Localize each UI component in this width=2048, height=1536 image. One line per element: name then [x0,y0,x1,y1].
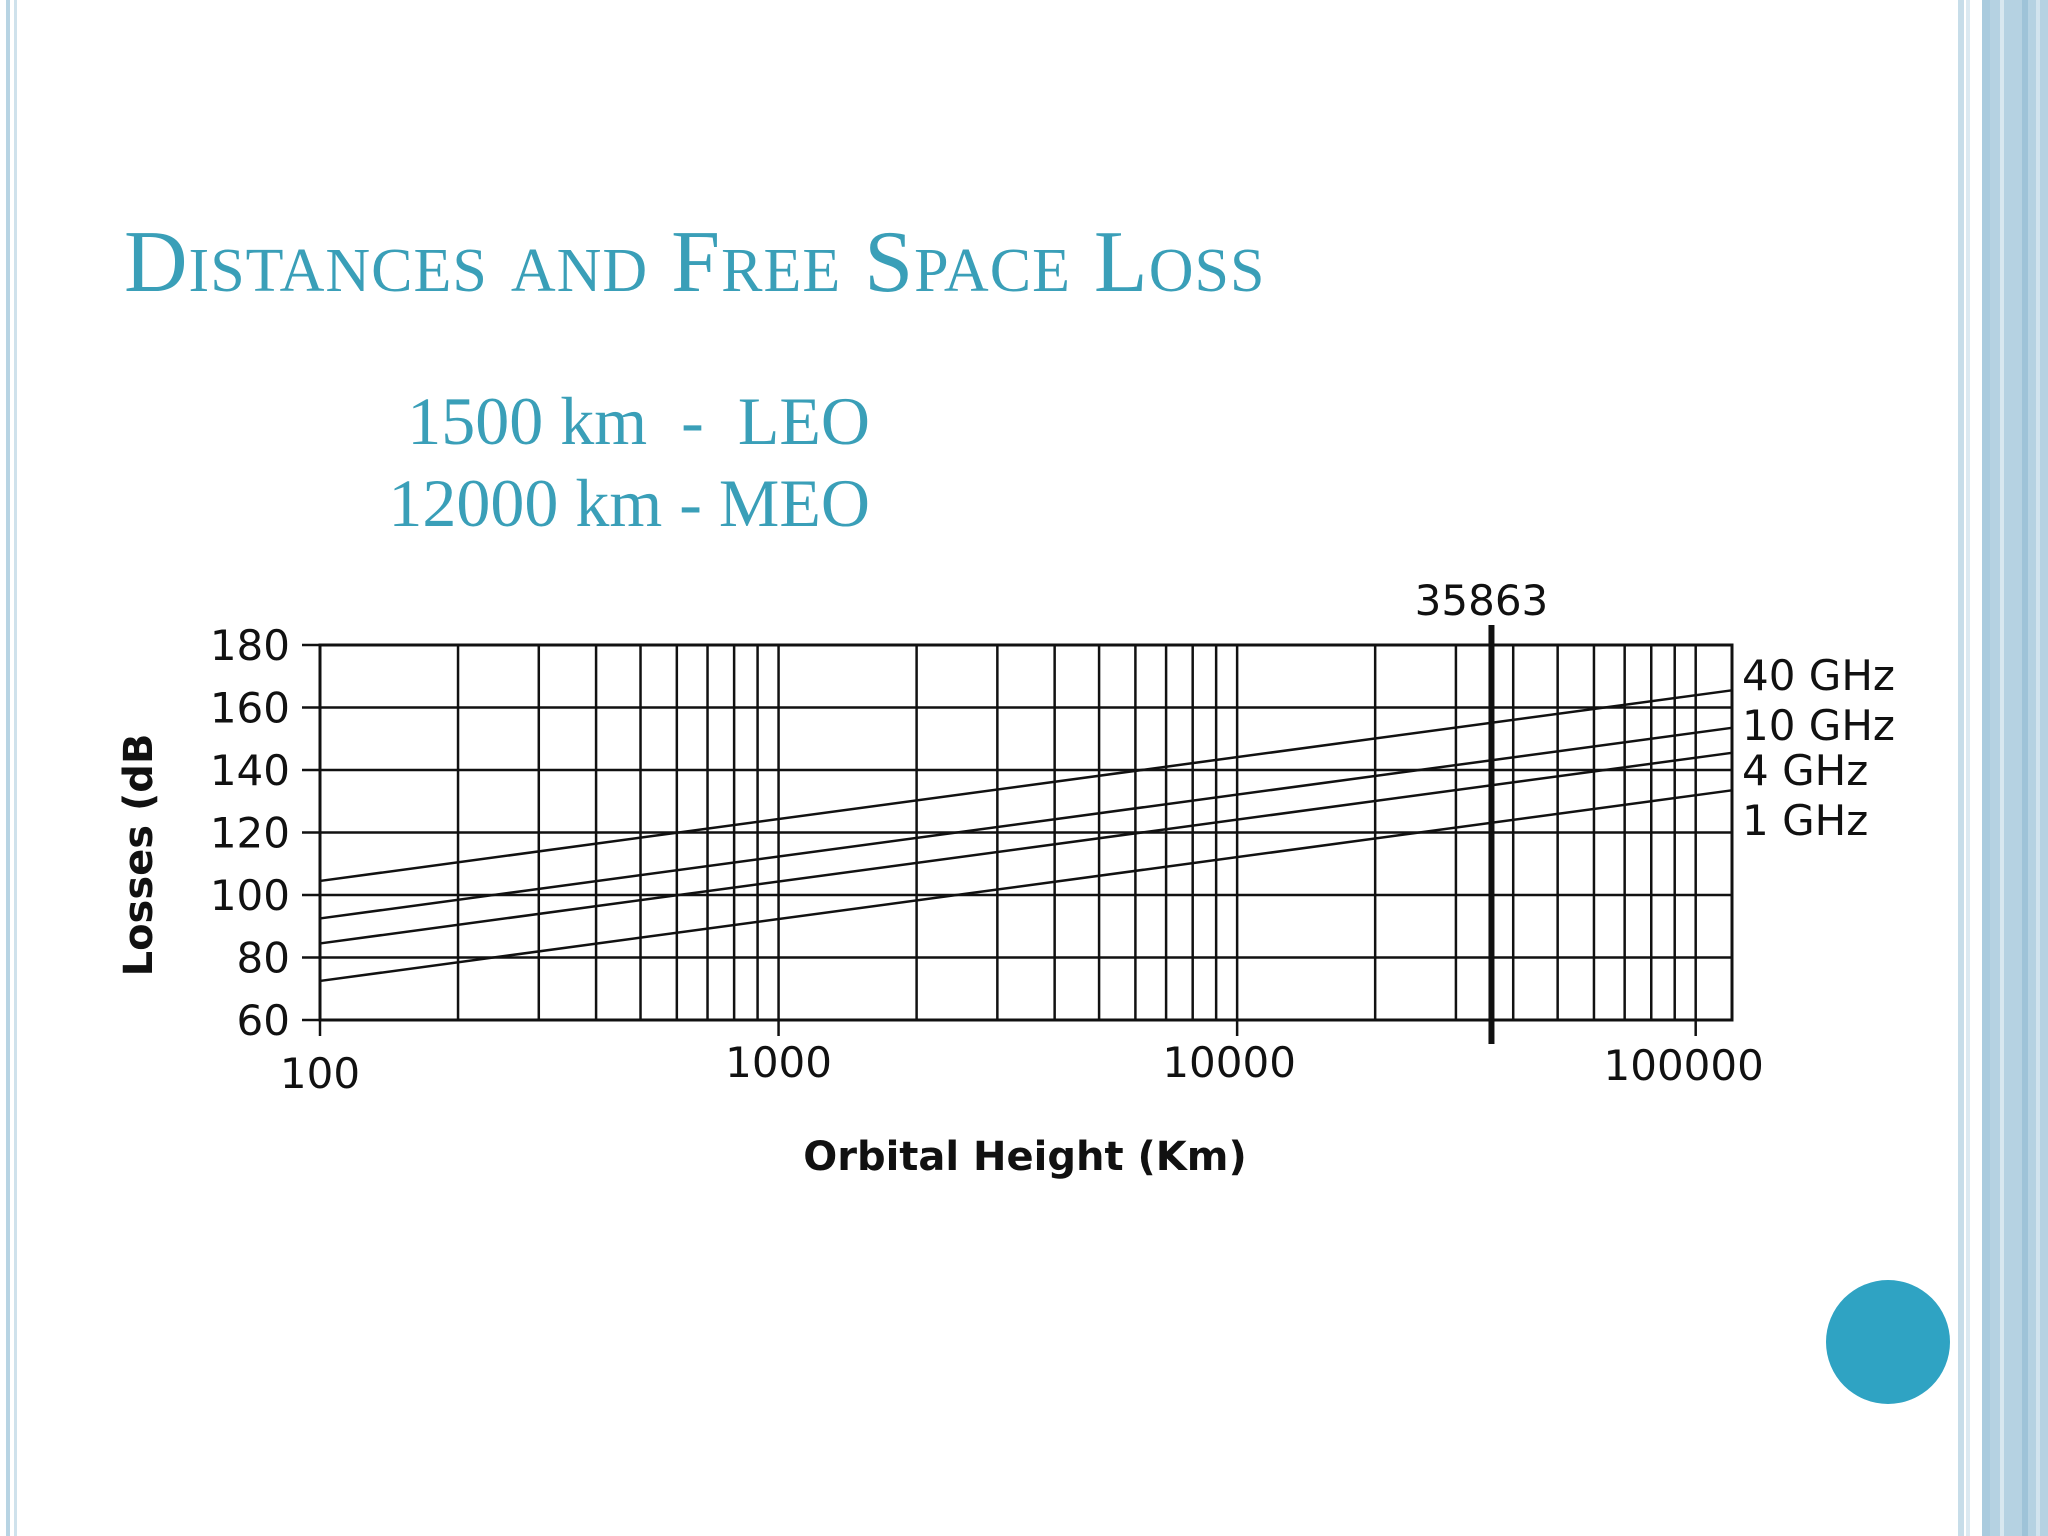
border-stripe [1982,0,1990,1536]
y-tick-label: 120 [210,809,290,858]
border-stripe [6,0,10,1536]
y-tick-label: 80 [237,934,290,983]
y-tick-label: 140 [210,746,290,795]
series-label: 10 GHz [1742,701,1895,750]
x-tick-label: 100000 [1604,1041,1764,1090]
series-line [319,726,1733,920]
series-line [319,751,1733,945]
x-tick-label: 1000 [725,1038,832,1087]
orbit-heights: 1500 km - LEO 12000 km - MEO [330,380,870,544]
series-line [319,689,1733,883]
orbit-line-meo: 12000 km - MEO [388,465,870,541]
x-tick-label: 10000 [1162,1038,1296,1087]
y-tick-label: 180 [210,621,290,670]
border-stripe [2000,0,2004,1536]
border-stripe [1958,0,1964,1536]
free-space-loss-chart: 35863 40 GHz 10 GHz 4 GHz 1 GHz 60 80 100 120 140… [110,570,1910,1200]
y-axis-title: Losses (dB [116,734,162,977]
y-tick-label: 160 [210,684,290,733]
slide-border-left [0,0,22,1536]
y-tick-label: 60 [237,996,290,1045]
orbit-line-leo: 1500 km - LEO [407,383,870,459]
series-label: 4 GHz [1742,746,1868,795]
slide-border-right [1958,0,2048,1536]
border-stripe [2036,0,2040,1536]
series-label: 40 GHz [1742,651,1895,700]
geo-marker-label: 35863 [1415,576,1549,625]
series-label: 1 GHz [1742,796,1868,845]
border-stripe [2022,0,2028,1536]
border-stripe [14,0,17,1536]
plot-frame [318,643,1734,1022]
y-tick-label: 100 [210,871,290,920]
border-stripe [1966,0,1970,1536]
nav-dot-button[interactable] [1826,1280,1950,1404]
series-line [319,789,1733,983]
x-axis-title: Orbital Height (Km) [803,1134,1247,1180]
slide-title: Distances and Free Space Loss [124,214,1266,311]
x-tick-label: 100 [280,1049,360,1098]
